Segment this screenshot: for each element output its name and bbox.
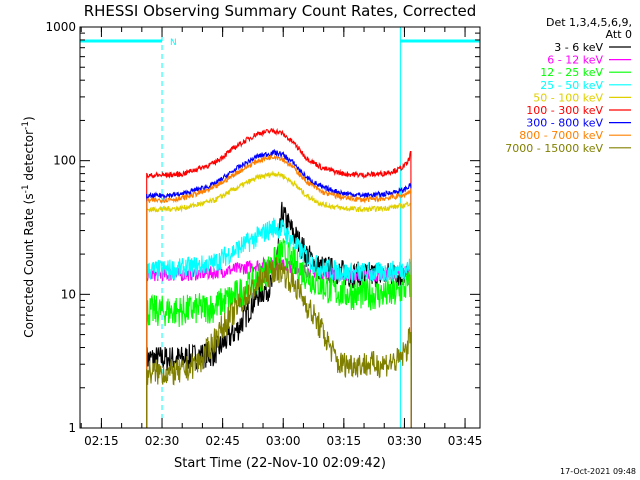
y-tick-label: 100 — [53, 154, 76, 168]
x-axis-label: Start Time (22-Nov-10 02:09:42) — [174, 456, 386, 471]
legend-entry-label: 800 - 7000 keV — [519, 129, 603, 142]
legend-entry-label: 25 - 50 keV — [540, 79, 603, 92]
y-tick-label: 1000 — [45, 20, 76, 34]
plot-timestamp: 17-Oct-2021 09:48 — [560, 467, 636, 476]
x-tick-label: 03:30 — [387, 434, 422, 448]
series-line-100-300-kev — [146, 127, 412, 429]
legend-entry-label: 100 - 300 keV — [526, 104, 603, 117]
legend-entry-label: 6 - 12 keV — [547, 54, 603, 67]
legend-header-line1: Det 1,3,4,5,6,9, — [546, 16, 632, 29]
x-tick-label: 03:00 — [266, 434, 301, 448]
legend-entry-label: 50 - 100 keV — [533, 91, 603, 104]
legend-entry-label: 12 - 25 keV — [540, 66, 603, 79]
legend-header-line2: Att 0 — [606, 28, 632, 41]
legend-entry-label: 7000 - 15000 keV — [505, 142, 603, 155]
series-line-7000-15000-kev — [146, 257, 412, 429]
chart-title: RHESSI Observing Summary Count Rates, Co… — [84, 2, 477, 20]
series-line-50-100-kev — [146, 170, 412, 429]
legend-entry-label: 300 - 800 keV — [526, 117, 603, 130]
x-tick-label: 02:45 — [205, 434, 240, 448]
plot-frame — [79, 26, 481, 429]
series-line-800-7000-kev — [146, 154, 412, 429]
night-label: N — [170, 38, 177, 48]
legend-entry-label: 3 - 6 keV — [554, 41, 603, 54]
x-tick-label: 02:30 — [145, 434, 180, 448]
y-tick-label: 1 — [68, 421, 76, 435]
y-axis-label: Corrected Count Rate (s-1 detector-1) — [21, 116, 36, 337]
x-tick-label: 03:45 — [448, 434, 483, 448]
y-tick-label: 10 — [61, 287, 76, 301]
x-tick-label: 03:15 — [327, 434, 362, 448]
x-tick-label: 02:15 — [84, 434, 119, 448]
series-line-25-50-kev — [146, 217, 412, 429]
series-line-300-800-kev — [146, 148, 412, 429]
